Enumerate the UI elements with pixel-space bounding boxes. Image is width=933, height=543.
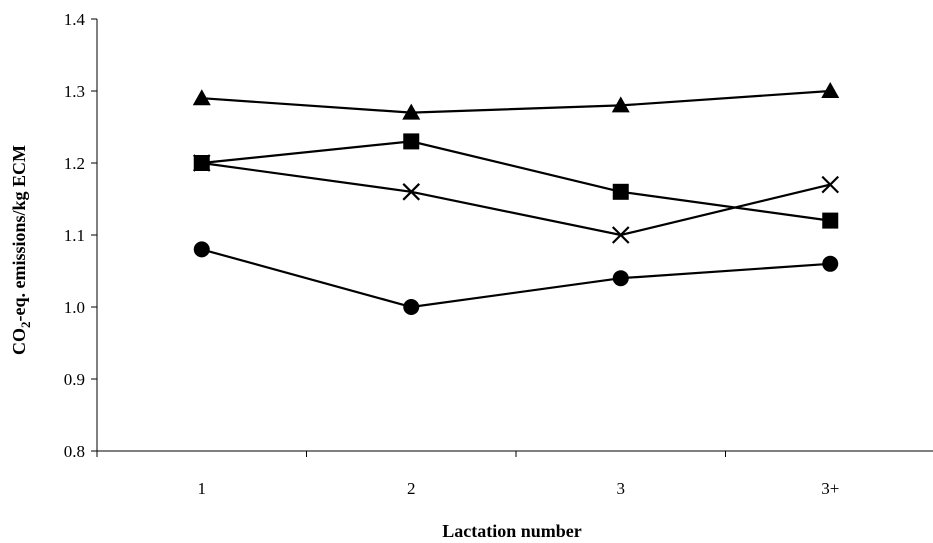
x-tick-label: 2: [407, 479, 416, 498]
y-tick-label: 1.2: [64, 154, 85, 173]
x-ticks: 1 2 3 3+: [96, 451, 839, 498]
y-tick-label: 1.4: [64, 10, 86, 29]
y-axis-title-suffix: -eq. emissions/kg ECM: [9, 145, 29, 322]
data-point-square: [612, 183, 629, 200]
series-line-x: [201, 161, 831, 237]
data-point-x: [611, 226, 630, 244]
data-point-circle: [193, 241, 210, 258]
data-point-triangle: [821, 82, 840, 98]
y-tick-label: 1.0: [64, 298, 85, 317]
series-x: [192, 154, 840, 244]
y-axis-title: CO2-eq. emissions/kg ECM: [9, 145, 33, 355]
data-point-triangle: [611, 96, 630, 113]
series-line-square: [201, 140, 831, 222]
data-point-square: [822, 212, 839, 229]
data-point-x: [192, 154, 211, 172]
y-ticks: 0.8 0.9 1.0 1.1 1.2 1.3 1.4: [64, 10, 97, 461]
series-layer: [192, 82, 840, 315]
data-point-x: [402, 183, 421, 201]
data-point-circle: [822, 255, 839, 272]
data-point-triangle: [402, 103, 421, 120]
series-line-circle: [201, 248, 831, 309]
series-circle: [193, 241, 839, 315]
x-tick-label: 3+: [821, 479, 839, 498]
x-tick-label: 1: [198, 479, 207, 498]
y-tick-label: 0.8: [64, 442, 85, 461]
data-point-circle: [612, 270, 629, 287]
x-axis-title: Lactation number: [442, 521, 582, 541]
y-tick-label: 1.1: [64, 226, 85, 245]
series-triangle: [192, 82, 840, 120]
data-point-triangle: [192, 89, 211, 106]
data-point-square: [403, 133, 420, 150]
series-line-triangle: [201, 89, 831, 114]
y-tick-label: 1.3: [64, 82, 85, 101]
x-tick-label: 3: [617, 479, 626, 498]
axes: 0.8 0.9 1.0 1.1 1.2 1.3 1.4 1 2 3 3+: [64, 10, 933, 498]
data-point-x: [821, 175, 840, 194]
y-axis-title-subscript: 2: [18, 322, 33, 329]
y-axis-title-prefix: CO: [9, 328, 29, 355]
y-tick-label: 0.9: [64, 370, 85, 389]
data-point-circle: [403, 299, 420, 315]
